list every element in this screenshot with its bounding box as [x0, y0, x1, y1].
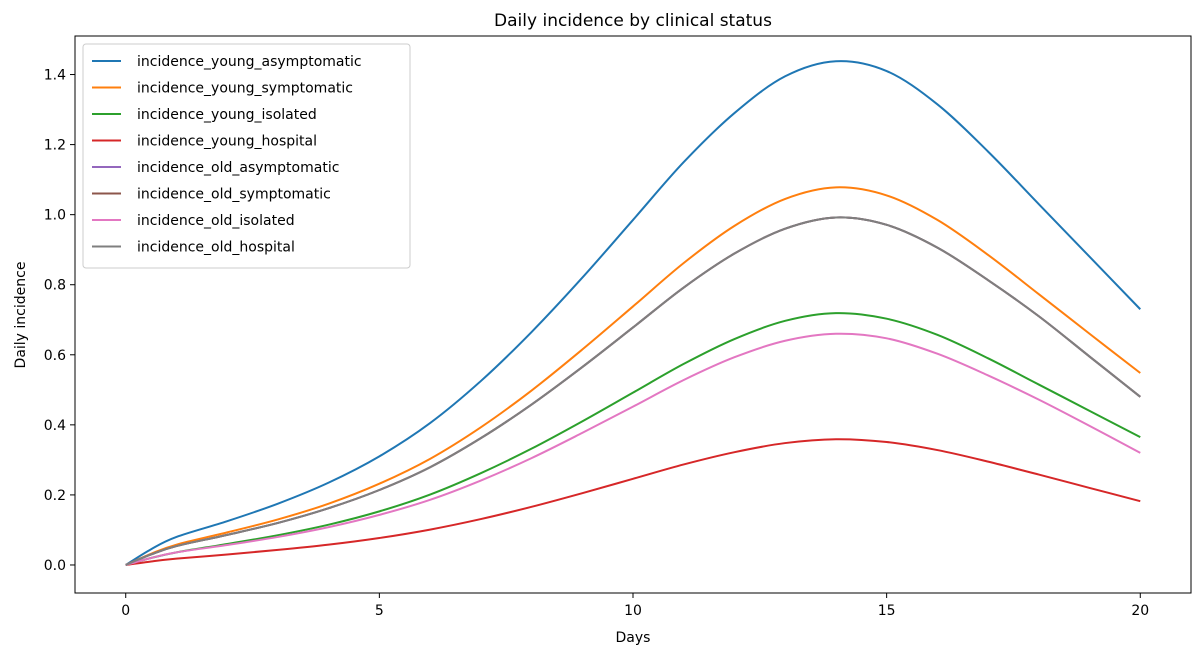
series-line-incidence-young-asymptomatic	[125, 60, 1141, 566]
legend-box	[82, 43, 411, 269]
y-tick-label: 0.4	[44, 418, 66, 434]
legend-entry: incidence_young_isolated	[137, 107, 317, 123]
legend-entry: incidence_young_symptomatic	[137, 81, 353, 97]
y-tick-label: 0.8	[44, 278, 66, 294]
axes-layer: 0 5 10 15 20 0.0 0.2 0.4 0.6 0.8 1.0 1.2 1.4	[44, 35, 1192, 619]
x-tick-label: 20	[1131, 603, 1149, 619]
y-tick-label: 1.2	[44, 138, 66, 154]
y-tick-label: 0.0	[44, 558, 66, 574]
legend: incidence_young_asymptomatic incidence_yo…	[82, 43, 411, 269]
x-tick-label: 15	[878, 603, 896, 619]
legend-entry: incidence_old_asymptomatic	[137, 160, 339, 176]
x-tick-label: 0	[121, 603, 130, 619]
legend-entry: incidence_old_symptomatic	[137, 187, 331, 203]
legend-entry: incidence_old_isolated	[137, 213, 295, 229]
series-line-incidence-old-isolated	[125, 332, 1141, 566]
y-tick-label: 1.0	[44, 208, 66, 224]
x-tick-label: 5	[375, 603, 384, 619]
series-line-incidence-young-isolated	[125, 312, 1141, 566]
x-tick-label: 10	[624, 603, 642, 619]
y-tick-label: 0.6	[44, 348, 66, 364]
legend-entry: incidence_old_hospital	[137, 240, 295, 256]
series-layer	[125, 60, 1141, 566]
chart-title: Daily incidence by clinical status	[494, 11, 772, 31]
legend-entry: incidence_young_hospital	[137, 134, 317, 150]
series-line-incidence-old-hospital	[125, 216, 1141, 566]
x-axis-label: Days	[616, 630, 651, 646]
y-axis-label: Daily incidence	[13, 262, 29, 369]
series-line-incidence-young-hospital	[125, 438, 1141, 566]
series-line-incidence-young-symptomatic	[125, 186, 1141, 566]
y-tick-label: 1.4	[44, 68, 66, 84]
y-tick-label: 0.2	[44, 488, 66, 504]
legend-entry: incidence_young_asymptomatic	[137, 54, 362, 70]
